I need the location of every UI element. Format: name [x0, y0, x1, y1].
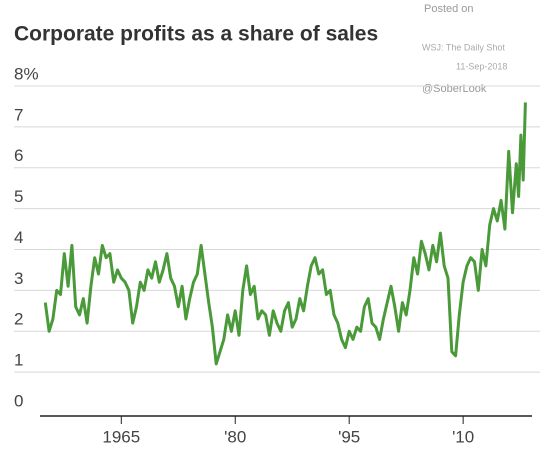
x-tick-label: '10	[452, 427, 474, 446]
y-tick-label: 1	[14, 351, 23, 370]
line	[43, 102, 527, 366]
annotation: Posted on	[424, 3, 474, 15]
y-tick-label: 0	[14, 391, 23, 410]
annotation: @SoberLook	[422, 83, 487, 95]
y-tick-label: 3	[14, 269, 23, 288]
y-tick-label: 2	[14, 310, 23, 329]
x-tick-label: 1965	[102, 427, 140, 446]
y-tick-label: 7	[14, 105, 23, 124]
x-tick-label: '95	[338, 427, 360, 446]
annotation: WSJ: The Daily Shot	[422, 42, 505, 52]
y-tick-label: 4	[14, 228, 23, 247]
y-tick-label: 5	[14, 187, 23, 206]
annotation: 11-Sep-2018	[456, 61, 507, 71]
y-tick-label: 8%	[14, 64, 39, 83]
chart-title: Corporate profits as a share of sales	[14, 23, 378, 46]
x-tick-label: '80	[224, 427, 246, 446]
y-tick-label: 6	[14, 146, 23, 165]
